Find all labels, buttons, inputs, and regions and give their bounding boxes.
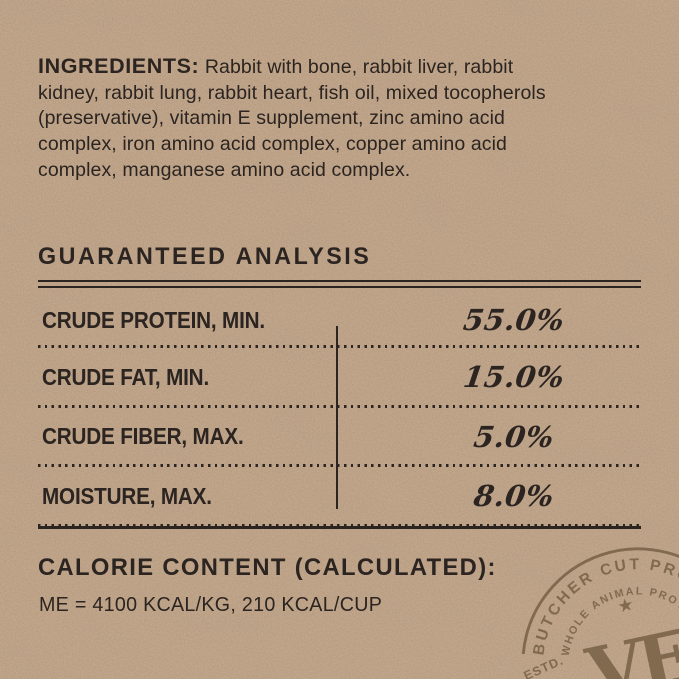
- bottom-rule: [38, 526, 641, 529]
- calorie-content-heading: CALORIE CONTENT (CALCULATED):: [38, 554, 497, 581]
- ingredients-line: INGREDIENTS: Rabbit with bone, rabbit li…: [38, 54, 650, 81]
- table-row: MOISTURE, MAX. 8.0%: [38, 466, 641, 527]
- stamp-estd: ESTD.: [522, 653, 566, 679]
- ingredients-heading: INGREDIENTS:: [38, 54, 200, 78]
- ingredients-line: kidney, rabbit lung, rabbit heart, fish …: [38, 81, 546, 104]
- column-divider: [336, 326, 339, 509]
- stamp-star-top: ★: [616, 594, 636, 617]
- row-label: MOISTURE, MAX.: [42, 482, 212, 509]
- ingredients-line: complex, iron amino acid complex, copper…: [38, 133, 507, 156]
- ingredients-section: INGREDIENTS: Rabbit with bone, rabbit li…: [38, 54, 650, 184]
- row-value: 15.0%: [461, 360, 567, 394]
- row-label: CRUDE FAT, MIN.: [42, 363, 210, 390]
- guaranteed-analysis-heading: GUARANTEED ANALYSIS: [38, 243, 372, 270]
- ingredients-line: complex, manganese amino acid complex.: [38, 158, 411, 181]
- row-label: CRUDE FIBER, MAX.: [42, 423, 244, 449]
- stamp-monogram: VE: [579, 612, 679, 679]
- row-label: CRUDE PROTEIN, MIN.: [42, 306, 265, 333]
- calorie-content-detail: ME = 4100 KCAL/KG, 210 KCAL/CUP: [39, 593, 383, 616]
- table-row: CRUDE FAT, MIN. 15.0%: [38, 347, 641, 408]
- row-value: 55.0%: [461, 303, 567, 337]
- stamp-ring-top: [521, 547, 679, 655]
- guaranteed-analysis-table: CRUDE PROTEIN, MIN. 55.0% CRUDE FAT, MIN…: [38, 293, 641, 527]
- ingredients-text: Rabbit with bone, rabbit liver, rabbit: [204, 56, 514, 78]
- ingredients-line: (preservative), vitamin E supplement, zi…: [38, 107, 505, 130]
- double-rule: [38, 280, 641, 289]
- row-value: 5.0%: [471, 419, 557, 454]
- table-row: CRUDE FIBER, MAX. 5.0%: [38, 407, 641, 467]
- brand-stamp: BUTCHER CUT PROTEIN WHOLE ANIMAL PROTEIN…: [518, 544, 679, 679]
- row-value: 8.0%: [471, 479, 557, 513]
- table-row: CRUDE PROTEIN, MIN. 55.0%: [38, 293, 641, 348]
